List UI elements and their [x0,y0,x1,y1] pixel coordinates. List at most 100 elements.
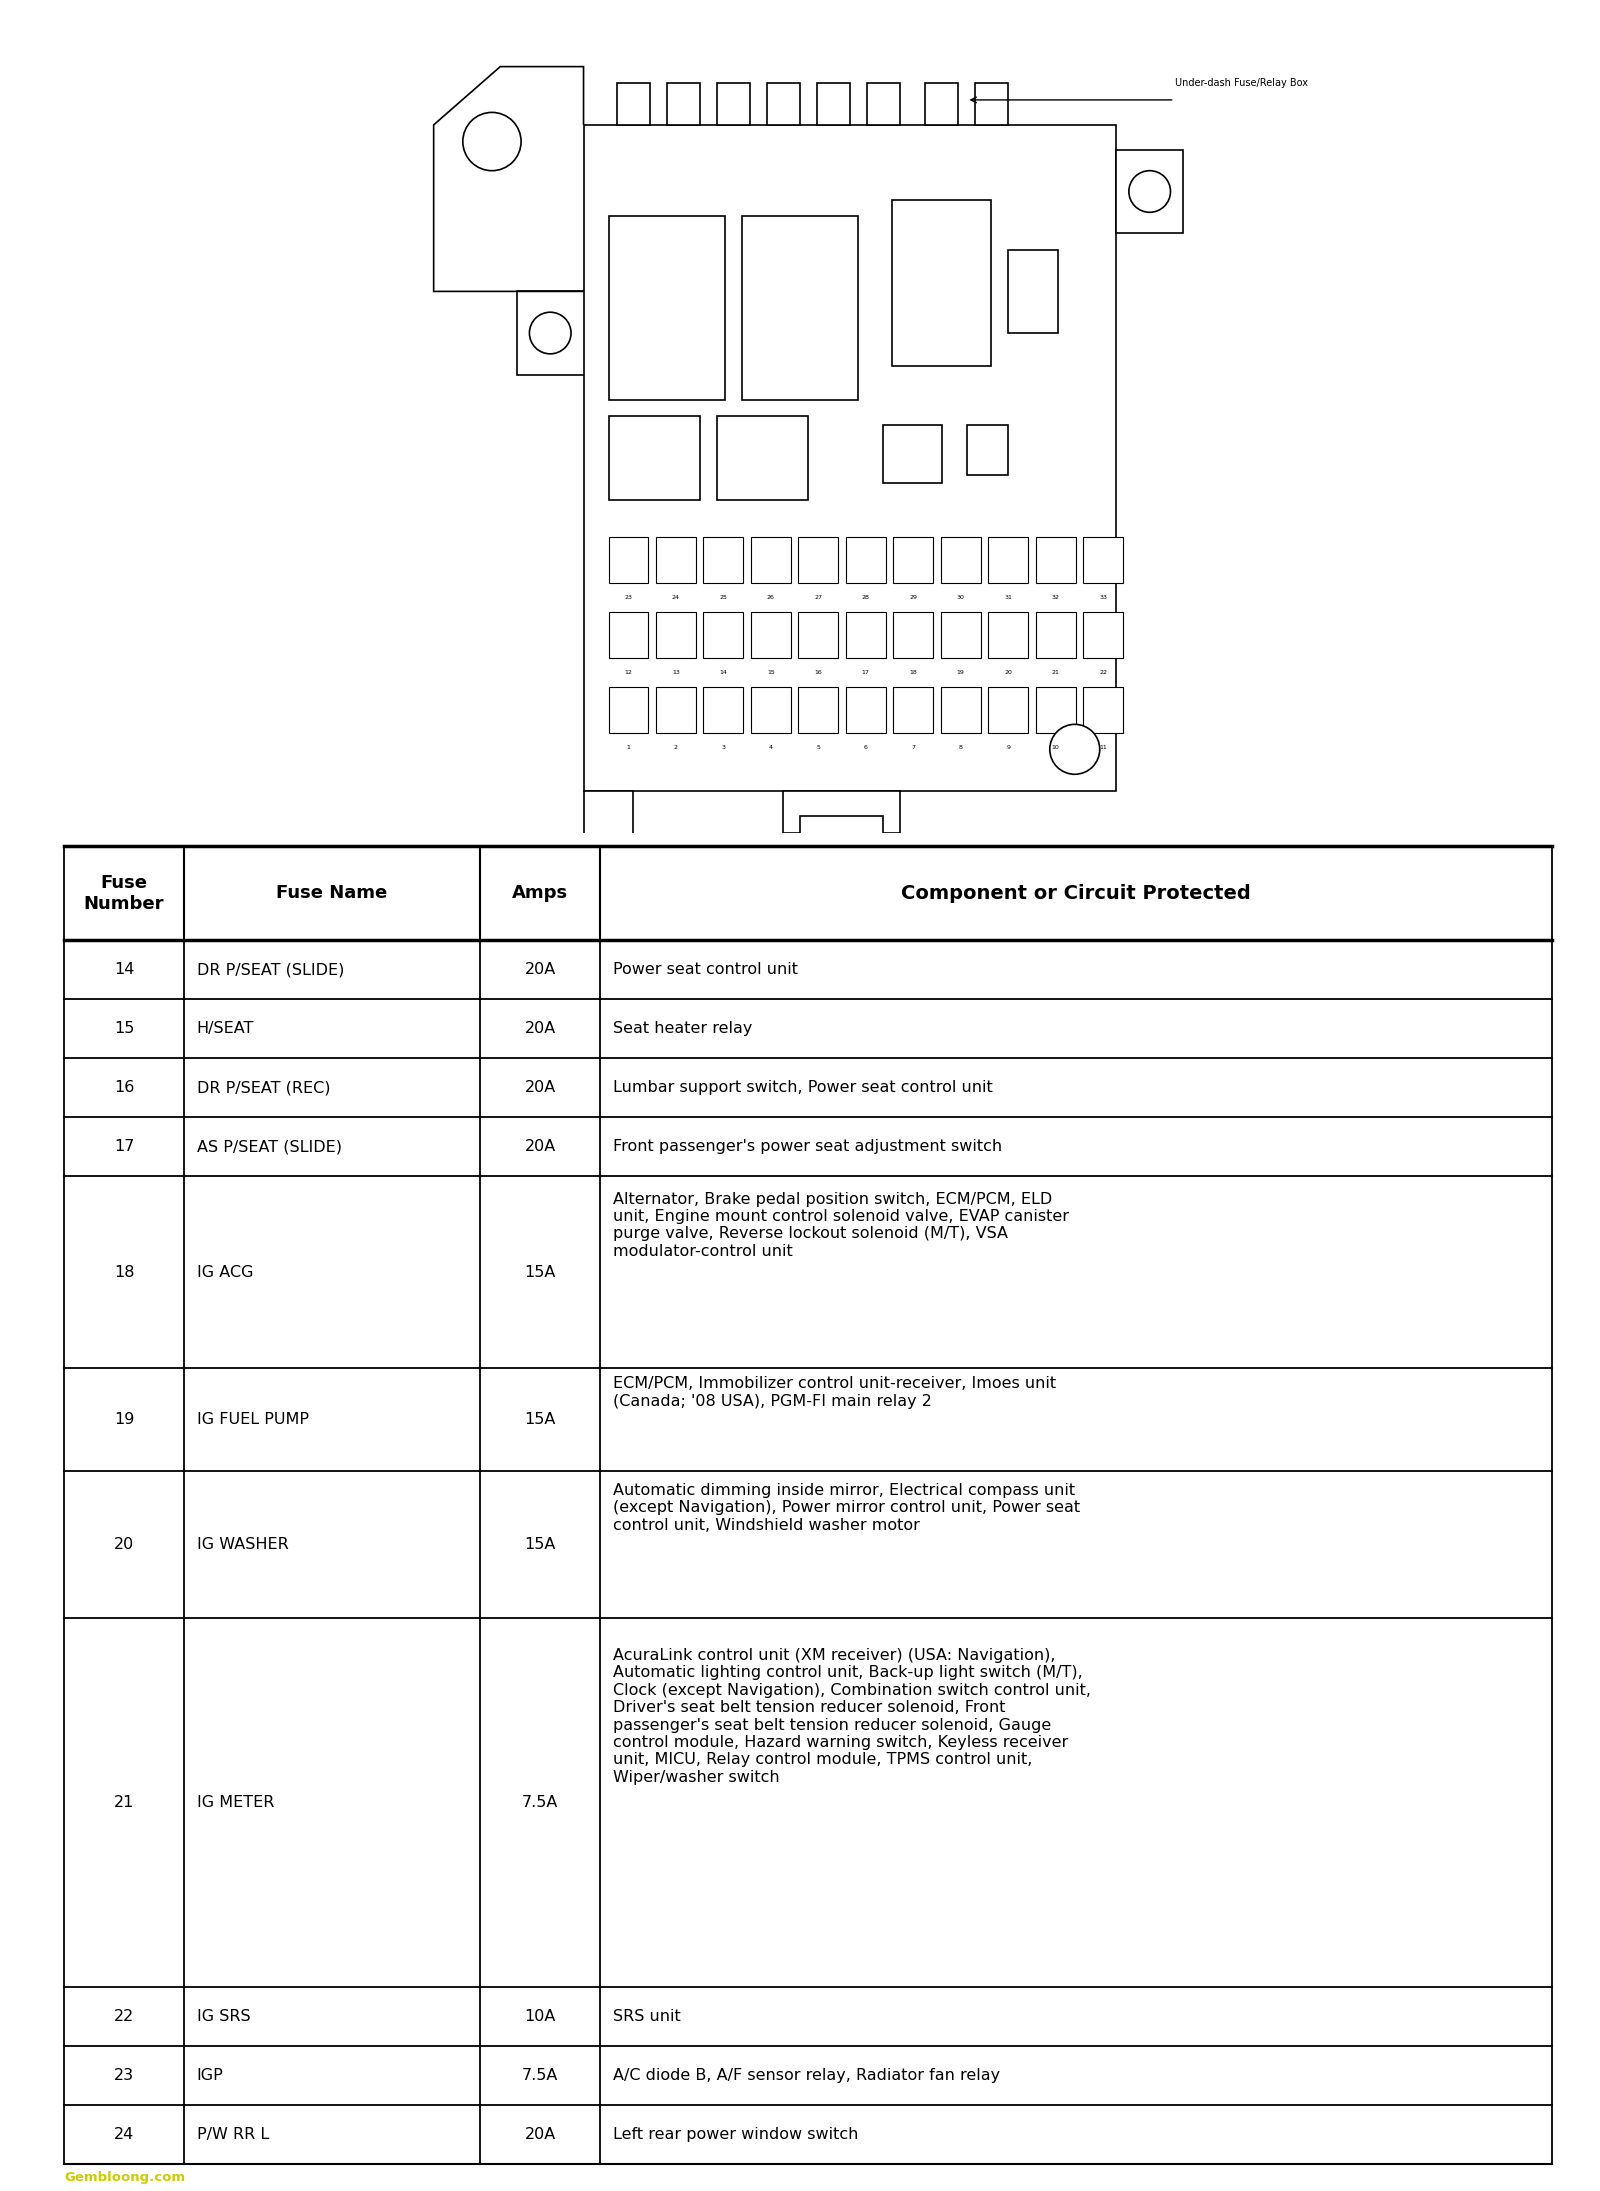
Text: 16: 16 [814,670,822,675]
Text: 24: 24 [672,596,680,600]
Text: IG METER: IG METER [197,1794,274,1810]
Bar [608,611,648,657]
Text: 21: 21 [1051,670,1059,675]
Text: 9: 9 [1006,745,1010,749]
Text: H/SEAT: H/SEAT [197,1021,254,1036]
Bar [798,611,838,657]
Text: 10A: 10A [525,2009,555,2024]
Text: 12: 12 [624,670,632,675]
Text: 20: 20 [114,1538,134,1551]
Text: DR P/SEAT (REC): DR P/SEAT (REC) [197,1080,330,1096]
Text: 18: 18 [909,670,917,675]
Bar [717,416,808,500]
Text: IG SRS: IG SRS [197,2009,251,2024]
Bar [742,217,858,399]
Bar [883,425,941,482]
Bar [618,83,650,125]
Text: 13: 13 [672,670,680,675]
Text: IG FUEL PUMP: IG FUEL PUMP [197,1411,309,1426]
Text: 20A: 20A [525,1080,555,1096]
Text: 22: 22 [114,2009,134,2024]
Text: ECM/PCM, Immobilizer control unit-receiver, Imoes unit
(Canada; '08 USA), PGM-FI: ECM/PCM, Immobilizer control unit-receiv… [613,1376,1056,1409]
Text: 14: 14 [114,962,134,977]
Bar [584,791,634,841]
Text: AcuraLink control unit (XM receiver) (USA: Navigation),
Automatic lighting contr: AcuraLink control unit (XM receiver) (US… [613,1648,1091,1786]
Text: 25: 25 [720,596,728,600]
Text: 18: 18 [114,1264,134,1280]
Text: Fuse
Number: Fuse Number [83,874,165,914]
Bar [656,537,696,583]
Bar [704,537,744,583]
Bar [1008,250,1058,333]
Bar [941,537,981,583]
Text: 6: 6 [864,745,867,749]
Text: 15A: 15A [525,1538,555,1551]
Bar [867,83,899,125]
Text: 17: 17 [114,1139,134,1155]
Text: DR P/SEAT (SLIDE): DR P/SEAT (SLIDE) [197,962,344,977]
Text: IGP: IGP [197,2068,224,2084]
Bar [925,83,958,125]
Text: 27: 27 [814,596,822,600]
Bar [750,611,790,657]
Bar [989,611,1029,657]
Text: IG WASHER: IG WASHER [197,1538,288,1551]
Bar [1035,611,1075,657]
Text: 22: 22 [1099,670,1107,675]
Text: 20A: 20A [525,962,555,977]
Text: 2: 2 [674,745,678,749]
Text: 20A: 20A [525,2127,555,2143]
Circle shape [462,112,522,171]
Bar [798,688,838,732]
Circle shape [530,311,571,353]
Bar [974,83,1008,125]
Text: 19: 19 [114,1411,134,1426]
Polygon shape [784,791,899,833]
Text: 19: 19 [957,670,965,675]
Bar [667,83,701,125]
Bar [989,688,1029,732]
Bar [1083,688,1123,732]
Bar [656,688,696,732]
Bar [608,416,701,500]
Text: 7.5A: 7.5A [522,1794,558,1810]
Text: 15: 15 [766,670,774,675]
Text: 20A: 20A [525,1139,555,1155]
Text: Front passenger's power seat adjustment switch: Front passenger's power seat adjustment … [613,1139,1002,1155]
Text: 21: 21 [114,1794,134,1810]
Bar [941,688,981,732]
Text: Left rear power window switch: Left rear power window switch [613,2127,858,2143]
Text: 15A: 15A [525,1264,555,1280]
Text: Seat heater relay: Seat heater relay [613,1021,752,1036]
Text: Under-dash Fuse/Relay Box: Under-dash Fuse/Relay Box [1174,79,1307,88]
Text: 4: 4 [770,745,773,749]
Bar [608,688,648,732]
Text: Fuse Name: Fuse Name [277,885,387,903]
Text: AS P/SEAT (SLIDE): AS P/SEAT (SLIDE) [197,1139,342,1155]
Text: 14: 14 [720,670,728,675]
Text: Amps: Amps [512,885,568,903]
Circle shape [1130,171,1171,213]
Text: IG ACG: IG ACG [197,1264,253,1280]
Text: 23: 23 [114,2068,134,2084]
Text: 31: 31 [1005,596,1013,600]
Bar [584,125,1117,791]
Text: 10: 10 [1051,745,1059,749]
Text: 24: 24 [114,2127,134,2143]
Bar [893,537,933,583]
Text: 28: 28 [862,596,870,600]
Text: 29: 29 [909,596,917,600]
Text: Gembloong.com: Gembloong.com [64,2171,186,2184]
Text: 20: 20 [1005,670,1013,675]
Text: 1: 1 [627,745,630,749]
Text: 32: 32 [1051,596,1059,600]
Text: Automatic dimming inside mirror, Electrical compass unit
(except Navigation), Po: Automatic dimming inside mirror, Electri… [613,1483,1080,1534]
Text: P/W RR L: P/W RR L [197,2127,269,2143]
Bar [798,537,838,583]
Bar [893,688,933,732]
Bar [846,611,886,657]
Bar [846,537,886,583]
Bar [608,537,648,583]
Bar [1083,537,1123,583]
Text: 7.5A: 7.5A [522,2068,558,2084]
